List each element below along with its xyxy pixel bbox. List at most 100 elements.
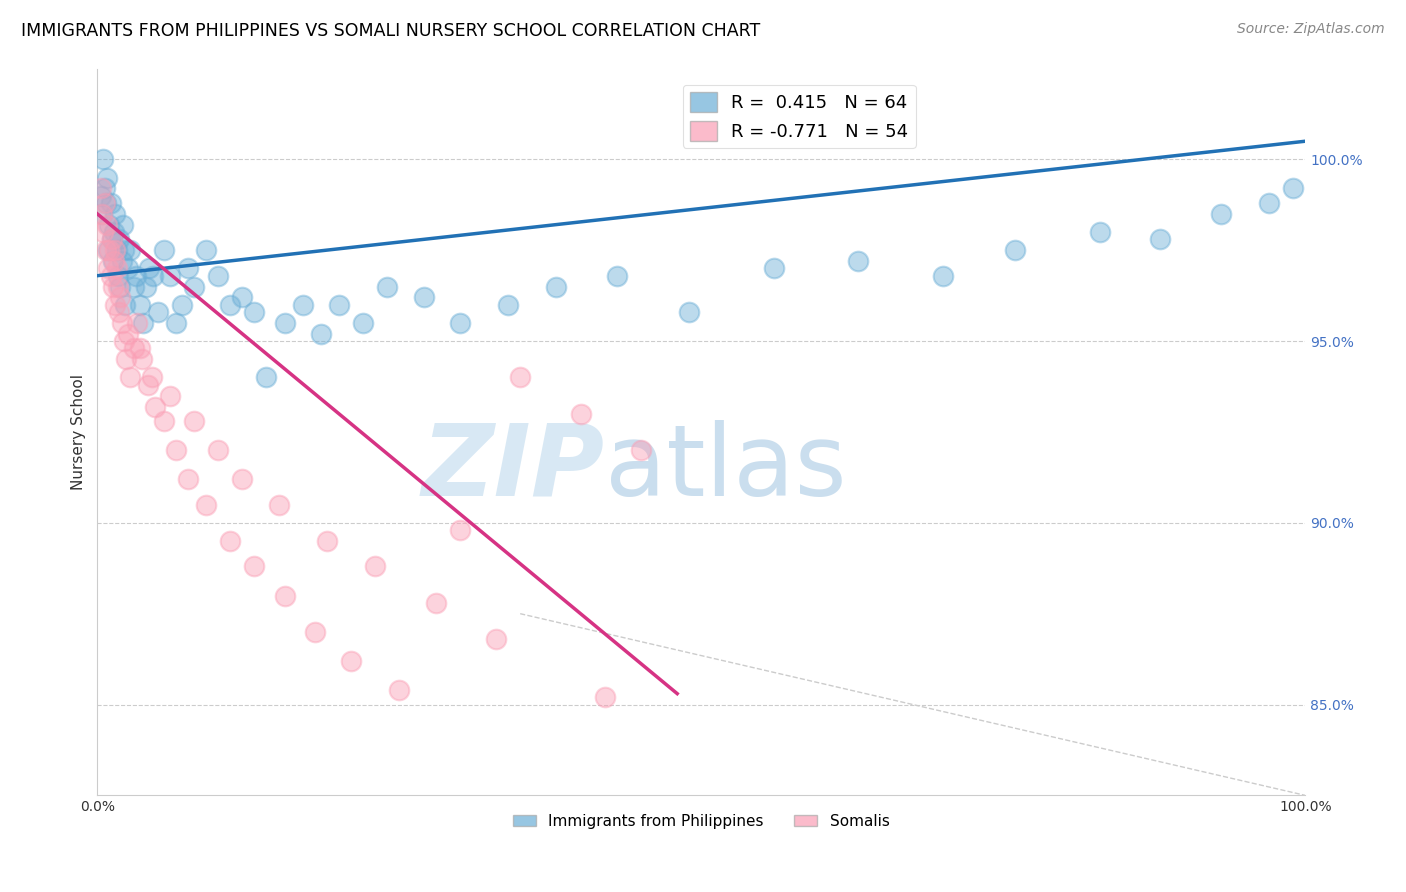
Point (110, 316, 132, 330)
Point (485, 632, 508, 646)
Point (1149, 232, 1171, 246)
Point (143, 400, 166, 414)
Point (315, 533, 337, 548)
Point (1004, 244, 1026, 258)
Point (219, 298, 242, 312)
Point (94, 244, 117, 258)
Point (762, 261, 785, 276)
Point (593, 690, 616, 705)
Y-axis label: Nursery School: Nursery School (72, 374, 86, 490)
Point (165, 443, 187, 458)
Point (93, 225, 115, 239)
Point (104, 207, 127, 221)
Point (94, 196, 117, 211)
Point (122, 342, 145, 356)
Point (125, 268, 148, 283)
Point (127, 316, 149, 330)
Point (91, 207, 114, 221)
Point (101, 232, 124, 246)
Point (183, 279, 205, 293)
Point (412, 291, 434, 305)
Point (111, 218, 134, 232)
Point (101, 254, 124, 268)
Point (100, 268, 122, 283)
Point (122, 279, 145, 293)
Point (425, 596, 447, 610)
Point (273, 316, 295, 330)
Point (108, 305, 131, 319)
Point (273, 589, 295, 603)
Text: IMMIGRANTS FROM PHILIPPINES VS SOMALI NURSERY SCHOOL CORRELATION CHART: IMMIGRANTS FROM PHILIPPINES VS SOMALI NU… (21, 22, 761, 40)
Point (101, 279, 124, 293)
Point (340, 654, 363, 668)
Point (104, 298, 127, 312)
Point (118, 244, 141, 258)
Point (848, 254, 870, 268)
Point (93, 196, 115, 211)
Point (165, 316, 187, 330)
Point (152, 414, 174, 428)
Point (231, 472, 253, 486)
Point (128, 342, 150, 356)
Point (146, 305, 169, 319)
Point (267, 498, 290, 512)
Point (219, 533, 242, 548)
Point (183, 414, 205, 428)
Point (569, 407, 592, 421)
Point (449, 316, 471, 330)
Point (131, 352, 153, 367)
Point (678, 305, 700, 319)
Point (449, 523, 471, 537)
Point (117, 261, 139, 276)
Point (142, 268, 165, 283)
Point (117, 326, 139, 341)
Text: atlas: atlas (605, 420, 846, 516)
Point (328, 298, 350, 312)
Point (138, 261, 160, 276)
Point (630, 443, 652, 458)
Point (304, 624, 326, 639)
Point (159, 268, 181, 283)
Point (118, 370, 141, 384)
Text: Source: ZipAtlas.com: Source: ZipAtlas.com (1237, 22, 1385, 37)
Point (364, 559, 387, 574)
Point (97, 261, 120, 276)
Point (105, 244, 128, 258)
Point (112, 244, 135, 258)
Point (107, 279, 129, 293)
Point (132, 316, 155, 330)
Point (177, 261, 200, 276)
Point (243, 559, 266, 574)
Point (90, 188, 112, 202)
Point (177, 472, 200, 486)
Point (207, 268, 229, 283)
Point (107, 268, 129, 283)
Point (100, 196, 122, 211)
Point (141, 370, 163, 384)
Point (93, 153, 115, 167)
Point (110, 291, 132, 305)
Point (195, 498, 218, 512)
Point (1088, 225, 1111, 239)
Point (1209, 207, 1232, 221)
Point (546, 279, 568, 293)
Point (110, 254, 132, 268)
Point (170, 298, 193, 312)
Point (114, 298, 136, 312)
Text: ZIP: ZIP (422, 420, 605, 516)
Point (98, 244, 121, 258)
Point (112, 334, 135, 348)
Point (352, 316, 374, 330)
Legend: Immigrants from Philippines, Somalis: Immigrants from Philippines, Somalis (508, 808, 896, 835)
Point (103, 225, 125, 239)
Point (135, 279, 157, 293)
Point (115, 352, 138, 367)
Point (509, 370, 531, 384)
Point (108, 232, 131, 246)
Point (375, 279, 398, 293)
Point (1282, 181, 1305, 195)
Point (103, 254, 125, 268)
Point (606, 268, 628, 283)
Point (98, 218, 121, 232)
Point (96, 218, 118, 232)
